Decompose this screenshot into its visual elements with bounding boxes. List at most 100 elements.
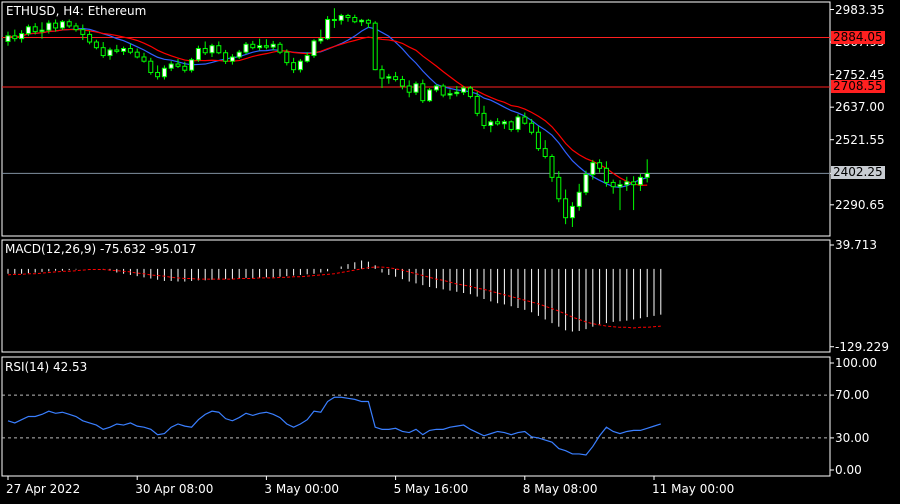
level-price-tag: 2884.05 (831, 29, 885, 44)
candle-body (12, 35, 18, 40)
candle-body (155, 71, 161, 78)
candle-body (515, 116, 521, 130)
candle-body (495, 121, 501, 125)
candle-body (25, 26, 31, 35)
rsi-label: RSI(14) 42.53 (5, 360, 88, 374)
rsi-tick-label: 30.00 (835, 430, 870, 445)
candle-body (216, 45, 222, 54)
candle-body (202, 48, 208, 54)
candle-body (563, 198, 569, 219)
candle-body (318, 38, 324, 42)
time-tick-label: 27 Apr 2022 (6, 482, 81, 496)
candle-body (87, 33, 93, 43)
candle-body (59, 21, 65, 29)
candle-body (440, 85, 446, 96)
candle-body (168, 63, 174, 69)
candle-body (372, 22, 378, 71)
candle-body (93, 41, 99, 49)
rsi-panel-border (1, 356, 831, 477)
candle-body (32, 26, 38, 33)
candle-body (529, 122, 535, 133)
candle-body (359, 19, 365, 23)
candle-body (474, 95, 480, 114)
candle-body (556, 176, 562, 200)
candle-body (66, 21, 72, 27)
candle-body (175, 63, 181, 67)
candle-body (433, 85, 439, 91)
candle-body (345, 15, 351, 19)
candle-body (542, 148, 548, 157)
candle-body (46, 22, 52, 31)
symbol-title: ETHUSD, H4: Ethereum (6, 4, 147, 18)
candle-body (501, 121, 507, 125)
candle-body (209, 45, 215, 54)
candle-body (590, 162, 596, 176)
candle-body (427, 89, 433, 102)
candle-body (311, 40, 317, 57)
candle-body (223, 52, 229, 62)
candle-body (270, 43, 276, 48)
candle-body (161, 67, 167, 78)
candle-body (141, 56, 147, 62)
level-price-tag: 2708.55 (831, 78, 885, 93)
candle-body (644, 172, 650, 178)
candle-body (257, 45, 263, 49)
candle-body (73, 25, 79, 31)
candle-body (454, 91, 460, 95)
candle-body (467, 87, 473, 97)
candle-body (277, 43, 283, 53)
candle-body (631, 181, 637, 186)
candle-body (413, 83, 419, 93)
rsi-line (7, 396, 661, 456)
candle-body (182, 65, 188, 71)
price-panel-border (1, 1, 831, 237)
candle-body (263, 45, 269, 48)
time-tick-label: 3 May 00:00 (264, 482, 340, 496)
candle-body (406, 85, 412, 93)
candle-body (80, 29, 86, 35)
candle-body (338, 15, 344, 21)
macd-tick-label: -129.229 (835, 339, 889, 354)
candle-body (583, 174, 589, 193)
candle-body (148, 60, 154, 73)
candle-body (637, 176, 643, 186)
candle-body (53, 22, 59, 29)
candle-body (284, 51, 290, 64)
candle-body (331, 18, 337, 21)
price-tick-label: 2290.65 (835, 197, 885, 212)
candle-body (393, 76, 399, 81)
candle-body (576, 191, 582, 207)
candle-body (189, 59, 195, 71)
candle-body (195, 48, 201, 61)
price-tick-label: 2521.55 (835, 132, 885, 147)
rsi-tick-label: 0.00 (835, 463, 862, 477)
candle-body (297, 60, 303, 71)
candle-body (243, 43, 249, 53)
macd-signal-line (7, 266, 661, 329)
candle-body (19, 33, 25, 40)
candle-body (236, 51, 242, 58)
candle-body (379, 69, 385, 79)
price-tick-label: 2983.35 (835, 2, 885, 17)
candle-body (420, 83, 426, 102)
candle-body (617, 184, 623, 188)
candle-body (549, 155, 555, 178)
time-tick-label: 8 May 08:00 (522, 482, 598, 496)
candle-body (39, 29, 45, 33)
macd-tick-label: 39.713 (835, 237, 877, 252)
candle-body (447, 93, 453, 96)
candle-body (386, 76, 392, 79)
candle-body (488, 121, 494, 126)
candle-body (134, 51, 140, 58)
candle-body (461, 87, 467, 93)
candle-body (304, 55, 310, 62)
candle-body (624, 181, 630, 186)
current-price-tag: 2402.25 (831, 165, 885, 180)
rsi-tick-label: 100.00 (835, 356, 877, 370)
candle-body (481, 112, 487, 126)
candle-body (121, 48, 127, 52)
price-tick-label: 2752.45 (835, 67, 885, 82)
candle-body (610, 181, 616, 188)
